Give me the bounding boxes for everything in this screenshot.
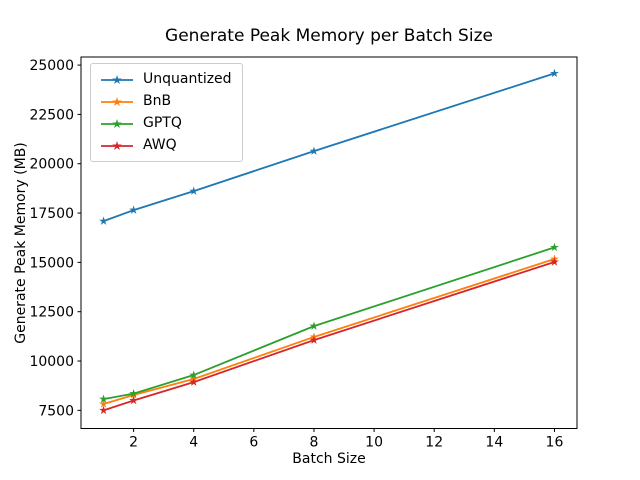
x-tick-label: 12 <box>425 435 443 451</box>
star-marker-icon <box>99 405 108 415</box>
star-marker-icon <box>309 146 319 155</box>
star-marker-icon <box>129 388 138 398</box>
star-marker-icon <box>129 205 138 214</box>
line-marker-swatch-icon <box>101 140 133 150</box>
y-tick-label: 7500 <box>38 403 74 419</box>
x-axis-ticks: 2 4 6 8 10 12 14 16 <box>129 428 564 451</box>
x-tick-label: 14 <box>485 435 503 451</box>
x-tick-label: 8 <box>310 435 319 451</box>
legend-item-unquantized: Unquantized <box>100 71 232 88</box>
star-marker-icon <box>550 242 559 252</box>
line-marker-swatch-icon <box>101 118 133 128</box>
star-marker-icon <box>129 395 138 405</box>
series-gptq <box>99 242 559 403</box>
star-marker-icon <box>189 186 199 195</box>
chart-title: Generate Peak Memory per Batch Size <box>165 26 493 46</box>
x-axis-label: Batch Size <box>292 451 366 467</box>
y-axis-ticks: 7500 10000 12500 15000 17500 20000 22500 25000 <box>29 58 81 419</box>
legend-item-bnb: BnB <box>100 93 232 110</box>
legend-item-awq: AWQ <box>100 137 232 154</box>
y-tick-label: 15000 <box>29 255 74 271</box>
star-marker-icon <box>99 216 108 225</box>
x-tick-label: 6 <box>249 435 258 451</box>
star-marker-icon <box>309 321 319 330</box>
y-tick-label: 20000 <box>29 157 74 173</box>
y-tick-label: 10000 <box>29 354 74 370</box>
line-marker-swatch-icon <box>101 74 133 84</box>
star-marker-icon <box>189 370 199 379</box>
series-unquantized <box>99 68 559 225</box>
legend-label: GPTQ <box>143 115 182 131</box>
line-marker-swatch-icon <box>101 96 133 106</box>
legend-label: Unquantized <box>143 71 232 87</box>
y-axis-label: Generate Peak Memory (MB) <box>13 142 29 344</box>
star-marker-icon <box>550 257 559 266</box>
star-marker-icon <box>99 394 108 403</box>
star-marker-icon <box>309 335 319 344</box>
x-tick-label: 10 <box>365 435 383 451</box>
y-tick-label: 25000 <box>29 58 74 74</box>
y-tick-label: 17500 <box>29 206 74 222</box>
legend-label: BnB <box>143 93 172 109</box>
star-marker-icon <box>189 377 199 386</box>
legend-label: AWQ <box>143 137 177 153</box>
x-tick-label: 4 <box>189 435 198 451</box>
y-tick-label: 12500 <box>29 305 74 321</box>
star-marker-icon <box>550 68 559 78</box>
legend-item-gptq: GPTQ <box>100 115 232 132</box>
legend: Unquantized BnB GPTQ AWQ <box>90 63 243 162</box>
x-tick-label: 2 <box>129 435 138 451</box>
series-awq <box>99 257 559 415</box>
y-tick-label: 22500 <box>29 107 74 123</box>
x-tick-label: 16 <box>546 435 564 451</box>
star-marker-icon <box>99 399 108 408</box>
